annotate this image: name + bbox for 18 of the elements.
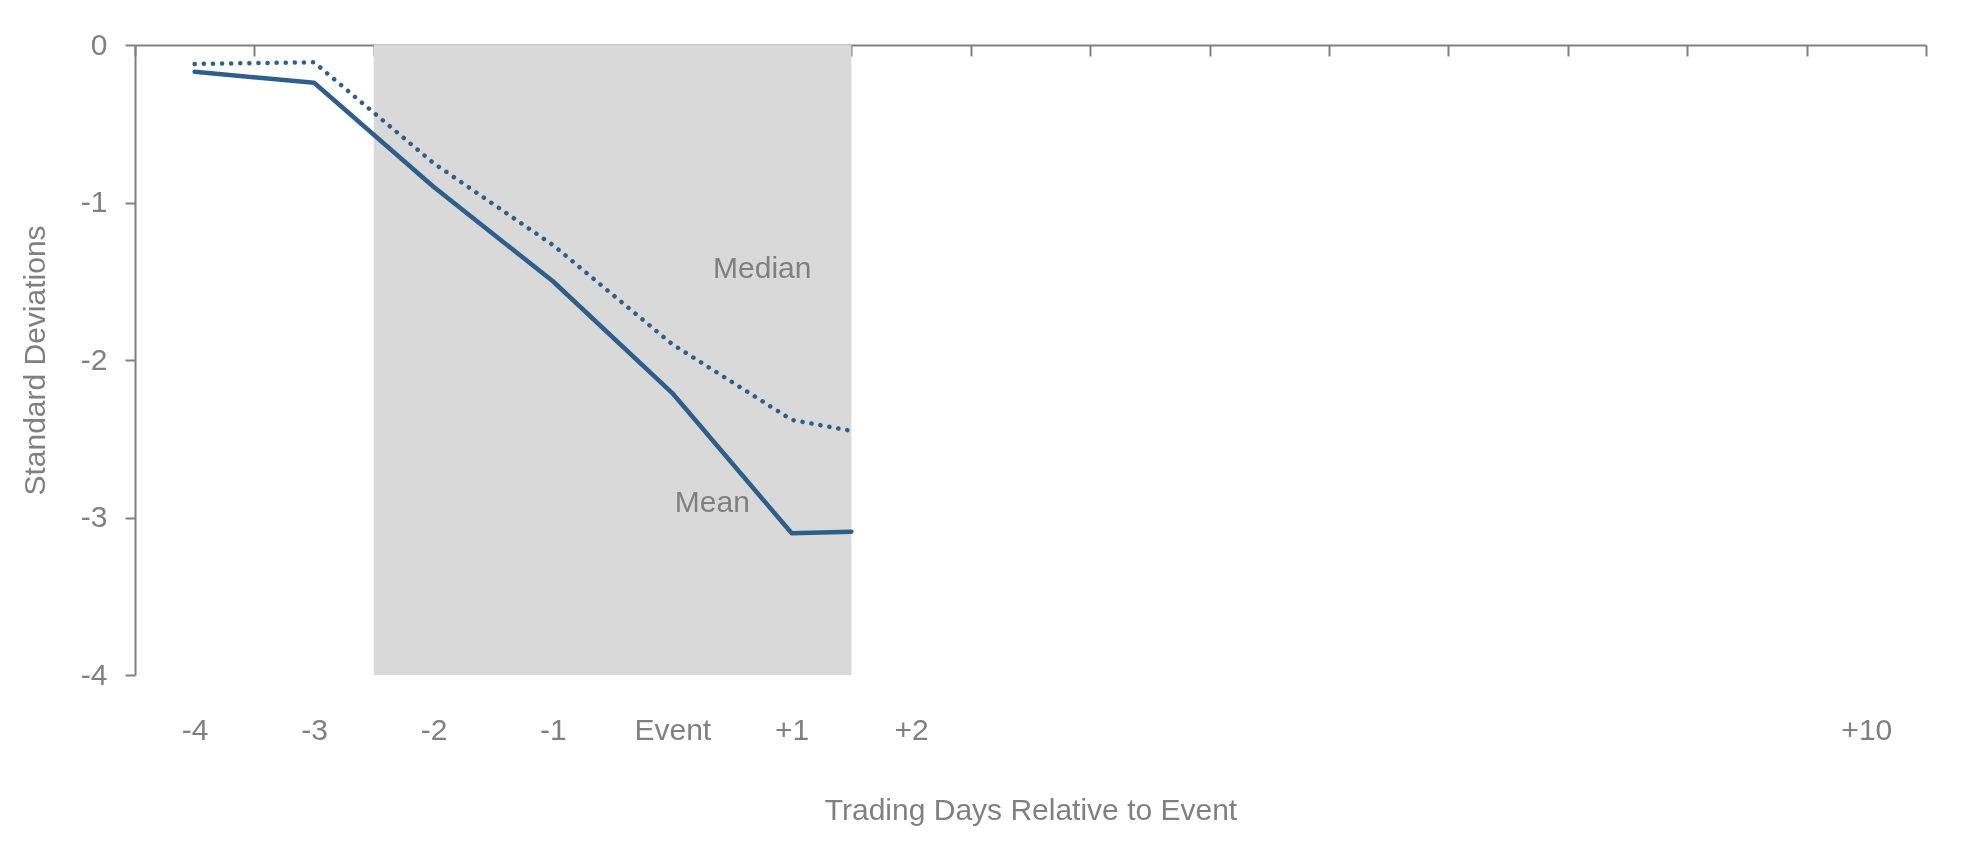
x-tick-label: -4 xyxy=(181,712,209,746)
y-axis-title: Standard Deviations xyxy=(17,225,51,496)
series-label: Mean xyxy=(674,485,750,519)
x-tick-label: Event xyxy=(634,712,712,746)
x-axis-title: Trading Days Relative to Event xyxy=(824,792,1238,826)
y-tick-label: -4 xyxy=(80,657,108,691)
y-tick-label: 0 xyxy=(90,27,108,61)
y-tick-label: -1 xyxy=(80,185,108,218)
y-tick-label: -2 xyxy=(80,342,108,376)
text: Median xyxy=(713,251,812,285)
x-tick-label: -2 xyxy=(420,712,448,746)
y-tick-label: -3 xyxy=(80,500,108,533)
x-tick-label: -3 xyxy=(301,712,328,746)
x-tick-label: +1 xyxy=(775,712,810,746)
x-tick-label: +2 xyxy=(894,712,929,746)
x-tick-label: -1 xyxy=(540,712,567,746)
x-tick-label: +10 xyxy=(1841,712,1893,746)
line-series xyxy=(192,69,854,536)
